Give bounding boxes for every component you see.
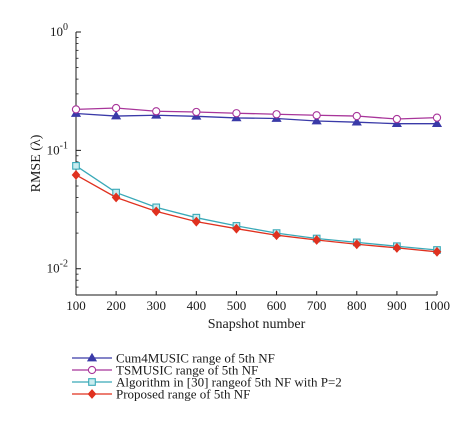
x-tick-label: 600 xyxy=(267,298,287,313)
legend-swatch-marker xyxy=(88,378,96,386)
legend-label: Cum4MUSIC range of 5th NF xyxy=(116,351,275,366)
legend-label: Algorithm in [30] rangeof 5th NF with P=… xyxy=(116,375,342,390)
data-point xyxy=(71,105,81,114)
data-point xyxy=(111,103,121,113)
x-tick-label: 500 xyxy=(227,298,247,313)
data-point xyxy=(432,113,442,122)
y-tick-label: 10-1 xyxy=(47,140,68,157)
series-line xyxy=(75,165,438,251)
legend-label: TSMUSIC range of 5th NF xyxy=(116,363,258,378)
series-3 xyxy=(72,161,441,254)
data-point xyxy=(312,111,321,120)
x-axis-title: Snapshot number xyxy=(208,317,306,332)
x-tick-label: 900 xyxy=(387,298,407,313)
data-point xyxy=(392,242,402,253)
x-tick-label: 100 xyxy=(66,298,86,313)
series-line xyxy=(75,107,438,120)
legend-entry: Algorithm in [30] rangeof 5th NF with P=… xyxy=(72,375,342,390)
data-point xyxy=(151,206,161,217)
data-point xyxy=(311,115,322,125)
legend-entry: Proposed range of 5th NF xyxy=(72,387,250,402)
x-tick-label: 200 xyxy=(106,298,126,313)
data-point xyxy=(272,110,281,119)
x-tick-label: 700 xyxy=(307,298,327,313)
y-tick-label: 100 xyxy=(50,22,68,39)
data-point xyxy=(351,117,362,126)
series-layer xyxy=(70,103,443,257)
data-point xyxy=(352,111,361,121)
legend-swatch-marker xyxy=(86,352,98,362)
legend-entry: TSMUSIC range of 5th NF xyxy=(72,363,258,378)
data-point xyxy=(111,192,121,203)
legend-swatch-marker xyxy=(87,365,97,375)
data-point xyxy=(272,230,281,241)
x-tick-label: 400 xyxy=(187,298,207,313)
data-point xyxy=(192,216,201,227)
data-point xyxy=(232,223,241,234)
data-point xyxy=(392,114,402,124)
series-4 xyxy=(71,170,442,257)
data-point xyxy=(432,246,442,257)
data-point xyxy=(312,235,321,245)
series-line xyxy=(75,174,438,253)
x-tick-label: 1000 xyxy=(424,298,450,313)
legend-swatch-marker xyxy=(87,389,97,399)
data-point xyxy=(232,109,241,118)
data-point xyxy=(72,161,80,170)
x-tick-label: 800 xyxy=(347,298,367,313)
x-tick-label: 300 xyxy=(146,298,166,313)
data-point xyxy=(431,118,443,128)
data-point xyxy=(152,107,161,116)
series-line xyxy=(75,112,437,125)
y-tick-label: 10-2 xyxy=(47,259,68,276)
legend-entry: Cum4MUSIC range of 5th NF xyxy=(72,351,275,366)
y-axis-title: RMSE (λ) xyxy=(29,134,44,192)
legend-label: Proposed range of 5th NF xyxy=(116,387,250,402)
axes-layer: 100 200 300 400 500 600 700 800 900 1000 100 10-1 10… xyxy=(29,22,450,332)
series-2 xyxy=(71,103,442,124)
data-point xyxy=(71,170,81,180)
data-point xyxy=(352,239,362,250)
data-point xyxy=(192,107,201,117)
data-point xyxy=(111,110,122,120)
